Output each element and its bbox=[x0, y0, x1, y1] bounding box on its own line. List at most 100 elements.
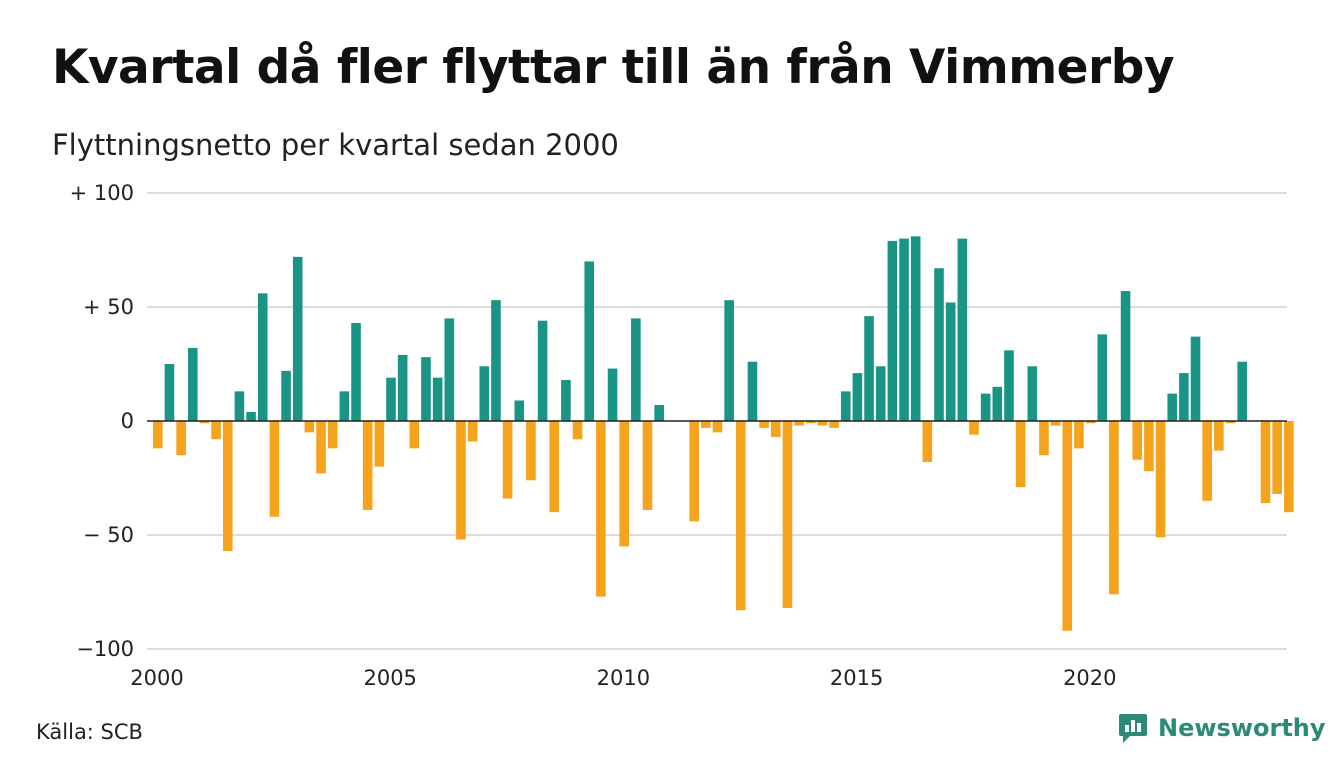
y-tick-label: + 50 bbox=[83, 295, 134, 319]
newsworthy-logo-icon bbox=[1119, 714, 1147, 743]
bar-2004-K1 bbox=[339, 391, 350, 421]
bar-2019-K3 bbox=[1062, 421, 1073, 631]
bar-2018-K2 bbox=[1004, 350, 1014, 421]
bar-2006-K2 bbox=[444, 318, 455, 421]
y-tick-label: − 50 bbox=[83, 523, 134, 547]
bar-2001-K3 bbox=[222, 421, 233, 551]
bar-2005-K3 bbox=[409, 421, 420, 449]
bar-2008-K2 bbox=[537, 320, 548, 421]
bar-2023-K1 bbox=[1225, 421, 1236, 424]
bar-2003-K2 bbox=[304, 421, 315, 433]
bar-2009-K4 bbox=[607, 368, 618, 421]
bar-2001-K2 bbox=[211, 421, 221, 440]
source-note: Källa: SCB bbox=[36, 720, 143, 744]
bar-2021-K2 bbox=[1144, 421, 1154, 472]
bar-2016-K1 bbox=[899, 238, 909, 421]
bar-2008-K1 bbox=[526, 421, 536, 481]
bar-2016-K2 bbox=[910, 236, 921, 421]
bar-2010-K1 bbox=[619, 421, 629, 547]
bar-2006-K4 bbox=[467, 421, 478, 442]
bar-2007-K3 bbox=[502, 421, 513, 499]
bar-2019-K2 bbox=[1050, 421, 1061, 426]
bars bbox=[153, 236, 1294, 631]
bar-2017-K3 bbox=[969, 421, 979, 435]
bar-2020-K1 bbox=[1085, 421, 1096, 424]
bar-2021-K3 bbox=[1155, 421, 1166, 538]
bar-2014-K2 bbox=[817, 421, 828, 426]
bar-2011-K4 bbox=[701, 421, 711, 428]
bar-2000-K1 bbox=[153, 421, 163, 449]
bar-2001-K4 bbox=[234, 391, 245, 421]
bar-2008-K3 bbox=[549, 421, 560, 513]
x-tick-label: 2005 bbox=[363, 666, 416, 690]
bar-2000-K4 bbox=[187, 348, 198, 421]
bar-2006-K3 bbox=[456, 421, 466, 540]
bar-2015-K4 bbox=[887, 240, 898, 421]
bar-2012-K2 bbox=[724, 300, 734, 421]
bar-2008-K4 bbox=[561, 379, 571, 421]
bar-2022-K2 bbox=[1190, 336, 1201, 421]
bar-2015-K3 bbox=[875, 366, 886, 421]
bar-2002-K2 bbox=[257, 293, 268, 421]
axes: + 100 + 50 0 − 50 −100 2000 2005 2010 2015 2020 bbox=[70, 181, 1287, 690]
bar-2020-K3 bbox=[1109, 421, 1119, 595]
bar-2007-K2 bbox=[491, 300, 501, 421]
bar-2012-K3 bbox=[736, 421, 746, 611]
bar-2016-K3 bbox=[922, 421, 933, 463]
bar-2005-K2 bbox=[397, 354, 408, 421]
bar-2022-K3 bbox=[1202, 421, 1212, 501]
bar-2003-K4 bbox=[327, 421, 338, 449]
bar-2017-K1 bbox=[945, 302, 956, 421]
bar-2017-K2 bbox=[957, 238, 968, 421]
bar-2015-K1 bbox=[852, 373, 863, 421]
bar-2019-K4 bbox=[1074, 421, 1084, 449]
bar-2010-K3 bbox=[642, 421, 653, 510]
bar-2010-K2 bbox=[631, 318, 641, 421]
bar-2012-K4 bbox=[747, 361, 758, 421]
x-tick-label: 2015 bbox=[830, 666, 883, 690]
bar-2014-K4 bbox=[840, 391, 851, 421]
bar-2024-K1 bbox=[1272, 421, 1282, 494]
bar-2007-K4 bbox=[514, 400, 525, 421]
bar-2013-K3 bbox=[782, 421, 793, 608]
bar-2023-K2 bbox=[1237, 361, 1247, 421]
bar-2000-K2 bbox=[164, 364, 175, 421]
bar-2006-K1 bbox=[432, 377, 443, 421]
y-tick-label: 0 bbox=[121, 409, 134, 433]
bar-2022-K4 bbox=[1214, 421, 1224, 451]
bar-2009-K2 bbox=[584, 261, 595, 421]
bar-2017-K4 bbox=[980, 393, 991, 421]
bar-2004-K3 bbox=[362, 421, 373, 510]
bar-2001-K1 bbox=[199, 421, 210, 424]
bar-2007-K1 bbox=[479, 366, 490, 421]
bar-2019-K1 bbox=[1039, 421, 1049, 456]
bar-2016-K4 bbox=[934, 268, 944, 421]
bar-2015-K2 bbox=[864, 316, 874, 421]
bar-2021-K1 bbox=[1132, 421, 1143, 460]
gridlines bbox=[147, 192, 1287, 650]
bar-2009-K3 bbox=[596, 421, 606, 597]
bar-2004-K4 bbox=[374, 421, 385, 467]
bar-2005-K1 bbox=[386, 377, 396, 421]
brand-logo: Newsworthy bbox=[1118, 712, 1326, 744]
bar-2002-K1 bbox=[246, 411, 256, 421]
bar-2020-K2 bbox=[1097, 334, 1108, 421]
brand-name: Newsworthy bbox=[1158, 714, 1326, 742]
bar-2013-K1 bbox=[759, 421, 769, 428]
bar-2018-K1 bbox=[992, 386, 1003, 421]
bar-2003-K3 bbox=[316, 421, 326, 474]
bar-2002-K4 bbox=[281, 370, 291, 421]
bar-2009-K1 bbox=[572, 421, 583, 440]
bar-2002-K3 bbox=[269, 421, 280, 517]
x-tick-label: 2000 bbox=[130, 666, 183, 690]
bar-2014-K3 bbox=[829, 421, 839, 428]
bar-2010-K4 bbox=[654, 405, 664, 421]
bar-2005-K4 bbox=[421, 357, 431, 421]
y-tick-label: + 100 bbox=[70, 181, 134, 205]
bar-2000-K3 bbox=[176, 421, 186, 456]
bar-2013-K4 bbox=[794, 421, 804, 426]
chart-subtitle: Flyttningsnetto per kvartal sedan 2000 bbox=[52, 128, 619, 162]
bar-2018-K4 bbox=[1027, 366, 1038, 421]
bar-2003-K1 bbox=[292, 256, 303, 421]
